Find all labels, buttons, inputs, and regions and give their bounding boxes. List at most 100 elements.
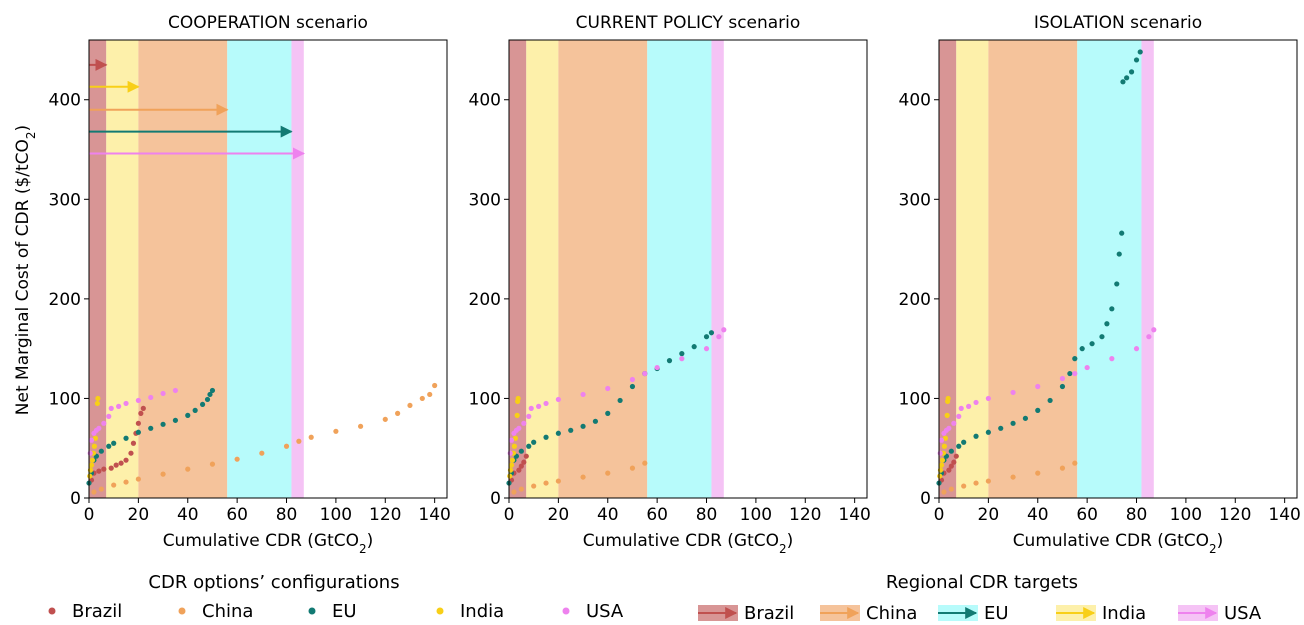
data-point-usa <box>937 450 943 456</box>
data-point-india <box>511 443 518 449</box>
data-point-usa <box>966 403 972 409</box>
data-point-india <box>515 395 521 402</box>
plot-frame <box>938 39 1298 499</box>
target-band-usa <box>1141 40 1154 498</box>
data-point-eu <box>172 417 179 423</box>
data-point-eu <box>555 430 561 436</box>
y-tick-label: 400 <box>899 91 931 111</box>
data-point-china <box>395 410 401 416</box>
data-point-eu <box>1124 75 1130 81</box>
target-band-china <box>558 40 648 498</box>
y-tick-label: 100 <box>469 389 501 409</box>
data-point-india <box>507 473 513 479</box>
data-point-brazil <box>518 463 524 469</box>
data-point-eu <box>106 443 112 449</box>
y-axis-label: Net Marginal Cost of CDR ($/tCO2) <box>13 125 38 415</box>
data-point-china <box>160 471 166 477</box>
x-tick-label: 120 <box>789 505 821 525</box>
data-point-india <box>87 473 93 479</box>
data-point-brazil <box>140 405 146 411</box>
data-point-eu <box>135 429 141 435</box>
data-point-usa <box>1133 346 1140 352</box>
data-point-china <box>948 486 954 492</box>
data-point-china <box>427 391 433 398</box>
data-point-usa <box>106 413 112 419</box>
legend-marker-brazil <box>48 607 56 615</box>
data-point-eu <box>592 418 599 424</box>
data-point-india <box>945 395 951 402</box>
data-point-usa <box>160 390 166 397</box>
legend-marker-china <box>178 607 186 615</box>
data-point-eu <box>703 334 710 340</box>
x-tick-label: 80 <box>276 505 298 525</box>
data-point-usa <box>88 437 95 443</box>
data-point-eu <box>518 448 524 454</box>
data-point-eu <box>956 443 962 449</box>
x-tick-label: 80 <box>696 505 718 525</box>
data-point-china <box>1072 460 1078 466</box>
data-point-china <box>531 483 537 489</box>
legend-label: EU <box>332 601 357 622</box>
data-point-india <box>938 462 945 468</box>
data-point-usa <box>721 327 727 333</box>
data-point-eu <box>192 407 198 413</box>
x-tick-label: 100 <box>740 505 772 525</box>
legend-option-eu: EU <box>308 601 357 622</box>
data-point-india <box>939 457 946 463</box>
target-band-china <box>138 40 228 498</box>
data-point-china <box>629 465 636 471</box>
data-point-eu <box>1047 397 1053 404</box>
data-point-usa <box>1010 389 1016 396</box>
y-tick-label: 400 <box>49 91 81 111</box>
data-point-brazil <box>953 453 959 459</box>
x-tick-label: 80 <box>1126 505 1148 525</box>
data-point-india <box>91 443 98 449</box>
data-point-eu <box>1119 230 1125 236</box>
legend-option-china: China <box>178 601 253 622</box>
legend-cdr-options: CDR options’ configurations Brazil China E… <box>48 572 624 622</box>
x-tick-label: 40 <box>177 505 199 525</box>
legend-target-brazil: Brazil <box>698 603 794 624</box>
legend-target-china: China <box>820 603 917 624</box>
data-point-china <box>511 489 517 495</box>
data-point-china <box>1010 474 1016 480</box>
data-point-eu <box>111 440 117 446</box>
data-point-usa <box>507 450 513 456</box>
data-point-china <box>518 486 524 492</box>
data-point-usa <box>508 437 515 443</box>
x-tick-label: 140 <box>838 505 870 525</box>
data-point-usa <box>956 413 962 419</box>
y-tick-label: 400 <box>469 91 501 111</box>
data-point-china <box>234 456 240 462</box>
target-band-eu <box>227 40 292 498</box>
data-point-usa <box>938 437 945 443</box>
legend-option-usa: USA <box>562 601 624 622</box>
x-axis-label: Cumulative CDR (GtCO2) <box>163 531 374 556</box>
series-usa <box>507 327 727 456</box>
data-point-eu <box>580 423 586 429</box>
data-point-eu <box>691 344 697 350</box>
x-axis-label: Cumulative CDR (GtCO2) <box>1013 531 1224 556</box>
x-axis-label: Cumulative CDR (GtCO2) <box>583 531 794 556</box>
data-point-usa <box>973 399 979 406</box>
plot-frame <box>88 39 448 499</box>
data-point-china <box>357 423 364 429</box>
data-point-brazil <box>130 440 137 446</box>
series-brazil <box>508 453 529 483</box>
data-point-india <box>514 412 520 418</box>
data-point-eu <box>1022 415 1029 421</box>
x-tick-label: 120 <box>369 505 401 525</box>
data-point-brazil <box>948 463 954 469</box>
data-point-china <box>407 402 413 409</box>
data-point-china <box>580 474 586 480</box>
target-band-india <box>956 40 989 498</box>
data-point-brazil <box>951 459 957 465</box>
y-tick-label: 300 <box>899 190 931 210</box>
data-point-eu <box>1079 346 1085 352</box>
data-point-china <box>91 489 97 495</box>
data-point-china <box>555 478 561 484</box>
data-point-brazil <box>521 459 527 465</box>
data-point-usa <box>654 364 660 371</box>
data-point-eu <box>1067 370 1073 377</box>
data-point-usa <box>96 425 102 431</box>
